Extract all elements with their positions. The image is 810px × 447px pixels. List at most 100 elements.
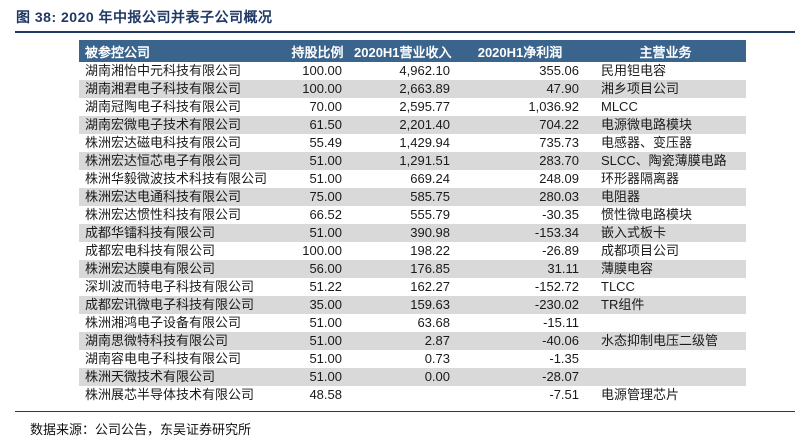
profit-cell: 355.06 — [539, 63, 579, 78]
company-cell: 深圳波而特电子科技有限公司 — [85, 279, 255, 294]
table-row: 株洲天微技术有限公司 51.00 0.00 -28.07 — [79, 368, 746, 386]
company-cell: 株洲宏达电通科技有限公司 — [85, 189, 242, 204]
business-cell: 电感器、变压器 — [601, 135, 693, 150]
business-cell: 成都项目公司 — [601, 243, 680, 258]
revenue-cell — [350, 386, 455, 404]
profit-cell: -30.35 — [542, 207, 579, 222]
table-bottom-divider — [15, 411, 795, 412]
profit-cell: -152.72 — [534, 279, 579, 294]
company-cell: 成都宏讯微电子科技有限公司 — [85, 297, 255, 312]
profit-cell: -15.11 — [543, 315, 579, 330]
revenue-cell: 669.24 — [410, 171, 450, 186]
table-row: 株洲宏达恒芯电子有限公司 51.00 1,291.51 283.70 SLCC、陶瓷薄膜… — [79, 152, 746, 170]
title-divider — [15, 31, 795, 33]
business-cell: MLCC — [601, 99, 638, 114]
figure-title: 图 38: 2020 年中报公司并表子公司概况 — [16, 9, 273, 25]
business-cell: 民用钽电容 — [601, 63, 667, 78]
company-cell: 成都宏电科技有限公司 — [85, 243, 216, 258]
ratio-cell: 66.52 — [309, 207, 342, 222]
profit-cell: -1.35 — [549, 351, 579, 366]
business-cell: 环形器隔离器 — [601, 171, 680, 186]
revenue-cell: 2.87 — [424, 333, 450, 348]
ratio-cell: 48.58 — [309, 387, 342, 402]
table-row: 株洲宏达电通科技有限公司 75.00 585.75 280.03 电阻器 — [79, 188, 746, 206]
revenue-cell: 0.73 — [424, 351, 450, 366]
ratio-cell: 51.00 — [309, 225, 342, 240]
profit-cell: 283.70 — [539, 153, 579, 168]
profit-cell: 31.11 — [547, 261, 579, 276]
table-row: 湖南思微特科技有限公司 51.00 2.87 -40.06 水态抑制电压二级管 — [79, 332, 746, 350]
column-header-company: 被参控公司 — [79, 40, 285, 62]
business-cell: TR组件 — [601, 297, 645, 312]
profit-cell: -28.07 — [542, 369, 579, 384]
column-header-revenue: 2020H1营业收入 — [350, 40, 455, 62]
column-header-business: 主营业务 — [585, 40, 746, 62]
ratio-cell: 51.00 — [309, 369, 342, 384]
revenue-cell: 2,201.40 — [399, 117, 450, 132]
revenue-cell: 2,663.89 — [399, 81, 450, 96]
table-row: 成都宏讯微电子科技有限公司 35.00 159.63 -230.02 TR组件 — [79, 296, 746, 314]
revenue-cell: 162.27 — [410, 279, 450, 294]
ratio-cell: 51.00 — [309, 153, 342, 168]
revenue-cell: 2,595.77 — [399, 99, 450, 114]
profit-cell: -26.89 — [542, 243, 579, 258]
business-cell: TLCC — [601, 279, 635, 294]
company-cell: 株洲华毅微波技术科技有限公司 — [85, 171, 268, 186]
revenue-cell: 585.75 — [410, 189, 450, 204]
revenue-cell: 0.00 — [424, 369, 450, 384]
table-row: 株洲湘鸿电子设备有限公司 51.00 63.68 -15.11 — [79, 314, 746, 332]
ratio-cell: 51.00 — [309, 333, 342, 348]
ratio-cell: 51.22 — [309, 279, 342, 294]
table-header: 被参控公司 持股比例 2020H1营业收入 2020H1净利润 主营业务 — [79, 40, 746, 62]
company-cell: 湖南湘君电子科技有限公司 — [85, 81, 242, 96]
business-cell — [585, 368, 746, 386]
company-cell: 湖南湘怡中元科技有限公司 — [85, 63, 242, 78]
table-row: 株洲宏达磁电科技有限公司 55.49 1,429.94 735.73 电感器、变压器 — [79, 134, 746, 152]
business-cell — [585, 350, 746, 368]
company-cell: 株洲宏达惯性科技有限公司 — [85, 207, 242, 222]
revenue-cell: 390.98 — [410, 225, 450, 240]
business-cell: 水态抑制电压二级管 — [601, 333, 719, 348]
revenue-cell: 198.22 — [410, 243, 450, 258]
table-row: 成都宏电科技有限公司 100.00 198.22 -26.89 成都项目公司 — [79, 242, 746, 260]
table-row: 株洲华毅微波技术科技有限公司 51.00 669.24 248.09 环形器隔离器 — [79, 170, 746, 188]
table-row: 湖南湘怡中元科技有限公司 100.00 4,962.10 355.06 民用钽电容 — [79, 62, 746, 80]
ratio-cell: 100.00 — [302, 243, 342, 258]
business-cell: 电阻器 — [601, 189, 641, 204]
profit-cell: 735.73 — [539, 135, 579, 150]
table-row: 深圳波而特电子科技有限公司 51.22 162.27 -152.72 TLCC — [79, 278, 746, 296]
ratio-cell: 51.00 — [309, 171, 342, 186]
ratio-cell: 100.00 — [302, 63, 342, 78]
business-cell: 薄膜电容 — [601, 261, 654, 276]
column-header-profit: 2020H1净利润 — [455, 40, 585, 62]
table-row: 湖南宏微电子技术有限公司 61.50 2,201.40 704.22 电源微电路模块 — [79, 116, 746, 134]
company-cell: 株洲天微技术有限公司 — [85, 369, 216, 384]
revenue-cell: 4,962.10 — [399, 63, 450, 78]
business-cell: 湘乡项目公司 — [601, 81, 680, 96]
table-row: 湖南冠陶电子科技有限公司 70.00 2,595.77 1,036.92 MLCC — [79, 98, 746, 116]
profit-cell: -7.51 — [549, 387, 579, 402]
profit-cell: 280.03 — [539, 189, 579, 204]
company-cell: 株洲宏达恒芯电子有限公司 — [85, 153, 242, 168]
revenue-cell: 1,291.51 — [399, 153, 450, 168]
ratio-cell: 61.50 — [309, 117, 342, 132]
ratio-cell: 51.00 — [309, 351, 342, 366]
table-row: 株洲宏达惯性科技有限公司 66.52 555.79 -30.35 惯性微电路模块 — [79, 206, 746, 224]
subsidiaries-table: 被参控公司 持股比例 2020H1营业收入 2020H1净利润 主营业务 湖南湘… — [79, 40, 746, 404]
ratio-cell: 55.49 — [309, 135, 342, 150]
column-header-ratio: 持股比例 — [285, 40, 350, 62]
ratio-cell: 75.00 — [309, 189, 342, 204]
company-cell: 株洲宏达磁电科技有限公司 — [85, 135, 242, 150]
table-row: 湖南容电电子科技有限公司 51.00 0.73 -1.35 — [79, 350, 746, 368]
business-cell: 电源微电路模块 — [601, 117, 693, 132]
ratio-cell: 70.00 — [309, 99, 342, 114]
company-cell: 湖南宏微电子技术有限公司 — [85, 117, 242, 132]
profit-cell: 704.22 — [539, 117, 579, 132]
profit-cell: -40.06 — [542, 333, 579, 348]
ratio-cell: 35.00 — [309, 297, 342, 312]
table-row: 株洲展芯半导体技术有限公司 48.58 -7.51 电源管理芯片 — [79, 386, 746, 404]
business-cell — [585, 314, 746, 332]
profit-cell: 47.90 — [546, 81, 579, 96]
revenue-cell: 159.63 — [410, 297, 450, 312]
